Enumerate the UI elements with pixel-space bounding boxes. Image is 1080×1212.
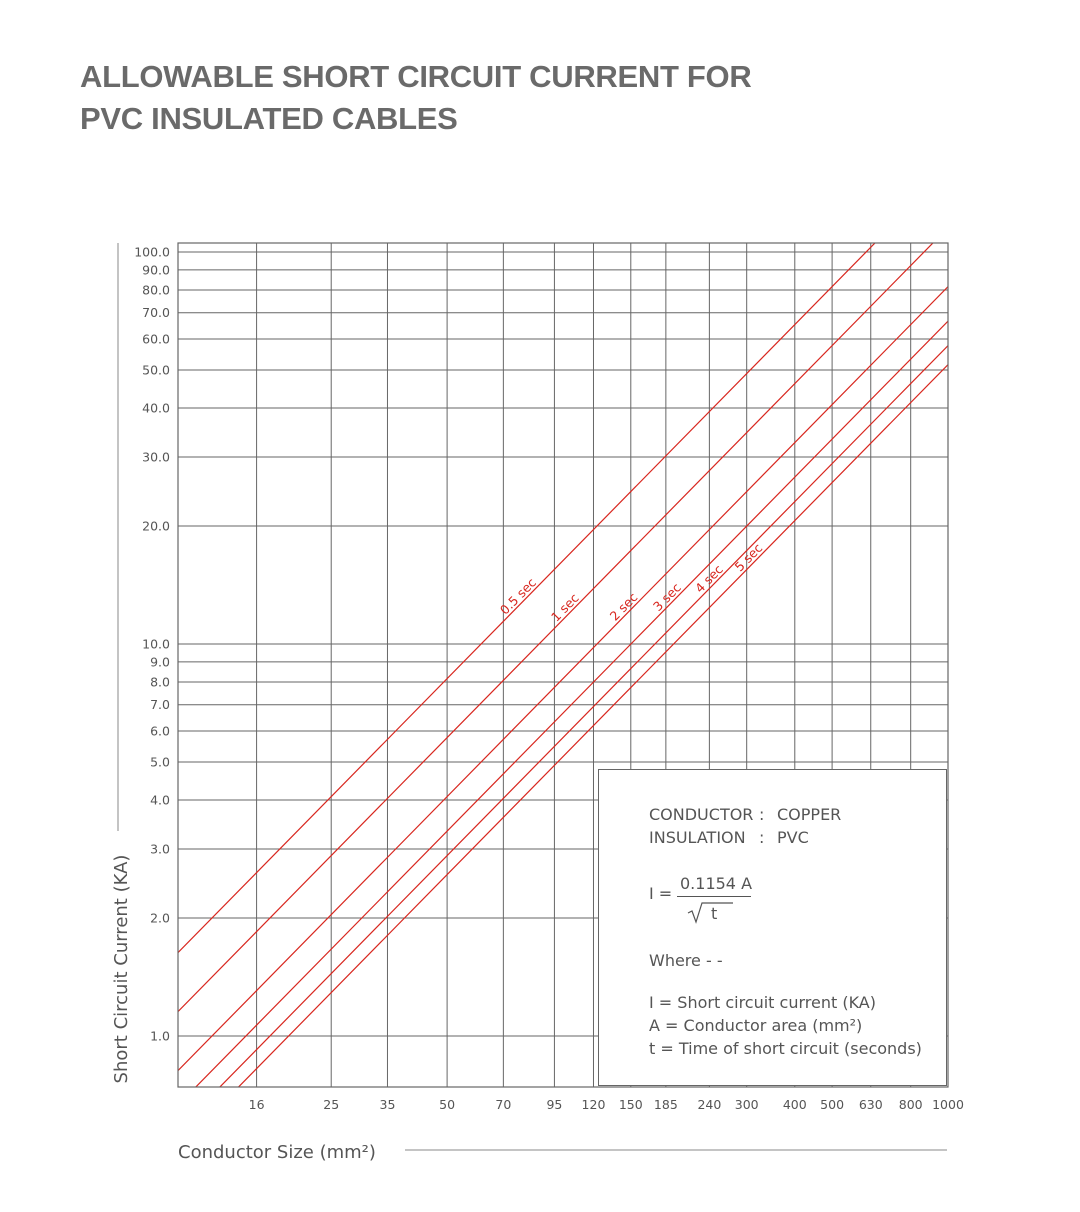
series-line: [178, 243, 876, 954]
x-tick-label: 50: [439, 1097, 455, 1112]
y-tick-label: 60.0: [142, 331, 170, 346]
y-tick-label: 9.0: [150, 654, 170, 669]
x-tick-label: 16: [249, 1097, 265, 1112]
x-tick-label: 120: [582, 1097, 606, 1112]
series-line: [178, 286, 948, 1072]
series-line: [194, 320, 948, 1087]
series-line: [237, 364, 948, 1087]
insulation-separator: :: [759, 828, 765, 847]
title-line-1: ALLOWABLE SHORT CIRCUIT CURRENT FOR: [80, 59, 752, 94]
y-tick-label: 80.0: [142, 282, 170, 297]
y-tick-label: 7.0: [150, 697, 170, 712]
conductor-value: COPPER: [777, 805, 842, 824]
formula: I = 0.1154 A t: [649, 874, 769, 930]
y-tick-label: 6.0: [150, 723, 170, 738]
where-text: Where - -: [649, 951, 723, 970]
y-tick-label: 50.0: [142, 363, 170, 378]
series-label: 1 sec: [548, 590, 582, 624]
x-axis-label: Conductor Size (mm²): [178, 1142, 376, 1163]
x-tick-labels: 16 25 35 50 70 95 120 150 185 240 300 400 500 630 800 1…: [249, 1097, 964, 1112]
legend-box: CONDUCTOR : COPPER INSULATION : PVC I = …: [598, 769, 947, 1086]
x-tick-label: 800: [899, 1097, 923, 1112]
definition-area: A = Conductor area (mm²): [649, 1016, 863, 1035]
series-label: 5 sec: [732, 540, 766, 574]
definition-time: t = Time of short circuit (seconds): [649, 1039, 922, 1058]
formula-lhs: I =: [649, 884, 673, 903]
y-tick-label: 20.0: [142, 518, 170, 533]
chart-title: ALLOWABLE SHORT CIRCUIT CURRENT FOR PVC …: [80, 56, 752, 140]
y-tick-label: 4.0: [150, 792, 170, 807]
insulation-value: PVC: [777, 828, 809, 847]
x-tick-label: 185: [654, 1097, 678, 1112]
series-line: [219, 345, 948, 1087]
definition-current: I = Short circuit current (KA): [649, 993, 876, 1012]
y-tick-label: 100.0: [134, 245, 170, 260]
x-tick-label: 630: [859, 1097, 883, 1112]
x-tick-label: 25: [323, 1097, 339, 1112]
y-axis-label: Short Circuit Current (KA): [111, 855, 132, 1084]
y-tick-label: 40.0: [142, 400, 170, 415]
formula-denominator: t: [711, 904, 718, 923]
y-tick-label: 1.0: [150, 1029, 170, 1044]
insulation-label: INSULATION: [649, 828, 746, 847]
x-tick-label: 70: [495, 1097, 511, 1112]
y-tick-label: 90.0: [142, 262, 170, 277]
x-tick-label: 150: [619, 1097, 643, 1112]
y-tick-label: 5.0: [150, 755, 170, 770]
curves: [178, 243, 948, 1087]
y-tick-label: 10.0: [142, 637, 170, 652]
x-tick-label: 500: [820, 1097, 844, 1112]
conductor-label: CONDUCTOR: [649, 805, 754, 824]
fraction-bar: [677, 896, 751, 897]
y-tick-label: 3.0: [150, 841, 170, 856]
x-tick-label: 1000: [932, 1097, 964, 1112]
series-line: [178, 243, 934, 1013]
title-line-2: PVC INSULATED CABLES: [80, 101, 458, 136]
sqrt-icon: [687, 900, 735, 924]
x-tick-label: 35: [380, 1097, 396, 1112]
x-tick-label: 95: [546, 1097, 562, 1112]
y-tick-label: 70.0: [142, 305, 170, 320]
y-tick-label: 8.0: [150, 674, 170, 689]
x-tick-label: 400: [783, 1097, 807, 1112]
plot-frame: [177, 242, 949, 1088]
y-tick-label: 30.0: [142, 449, 170, 464]
conductor-separator: :: [759, 805, 765, 824]
x-tick-label: 300: [735, 1097, 759, 1112]
y-tick-label: 2.0: [150, 910, 170, 925]
x-tick-label: 240: [697, 1097, 721, 1112]
y-tick-labels: 1.0 2.0 3.0 4.0 5.0 6.0 7.0 8.0 9.0 10.0 20.0 30.0 4…: [134, 245, 170, 1044]
formula-numerator: 0.1154 A: [680, 874, 753, 893]
series-label: 2 sec: [607, 589, 641, 623]
